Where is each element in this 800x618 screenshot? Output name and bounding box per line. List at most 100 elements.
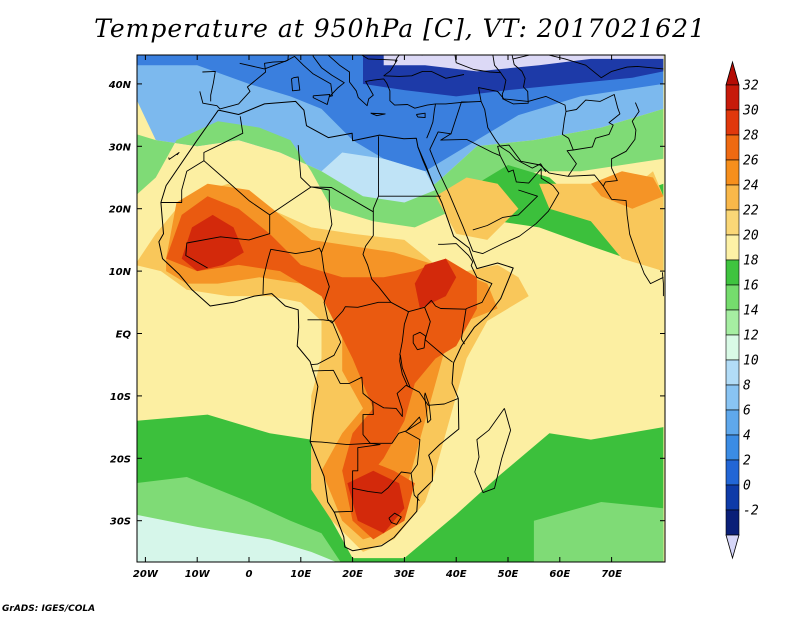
field-arabia-lightorange (435, 177, 519, 240)
colorbar-level-label: 26 (743, 154, 759, 169)
colorbar-level-label: 22 (743, 204, 759, 219)
border-italy-north (289, 40, 320, 47)
border-south-africa-lesotho (388, 512, 402, 525)
border-angola-namibia (310, 441, 381, 513)
lat-label: 10S (110, 392, 131, 403)
coastline-red-sea-west (417, 146, 434, 186)
colorbar-level-label: 18 (743, 254, 759, 269)
colorbar-level-label: 24 (743, 179, 759, 194)
border-ethiopia (438, 243, 493, 310)
axis-ticks (137, 55, 665, 562)
coastline-italy-islands (291, 76, 301, 92)
lat-label: EQ (116, 330, 132, 341)
colorbar-swatch (725, 134, 740, 161)
coastline-cyprus (415, 112, 426, 119)
lon-label: 50E (498, 569, 519, 580)
coastline-sicily (312, 94, 331, 105)
coastline-arabia (429, 144, 664, 285)
lon-label: 0 (246, 569, 253, 580)
lat-label: 10N (109, 267, 132, 278)
colorbar-level-label: 32 (742, 79, 759, 94)
lon-label: 10E (290, 569, 311, 580)
lake-victoria (412, 331, 427, 351)
field-north-lightgreen (137, 108, 664, 228)
border-caucasus (454, 55, 501, 74)
colorbar-level-label: 8 (743, 379, 751, 394)
colorbar-level-label: 28 (743, 129, 759, 144)
longitude-axis: 20W 10W 0 10E 20E 30E 40E 50E 60E 70E (133, 569, 622, 580)
colorbar-swatch (725, 234, 740, 261)
colorbar-level-label: 0 (743, 479, 751, 494)
border-india-pakistan (602, 102, 640, 187)
border-botswana-sa (352, 471, 412, 494)
colorbar-level-label: 12 (743, 329, 759, 344)
colorbar-swatch (725, 334, 740, 361)
colorbar-level-label: 6 (743, 404, 751, 419)
colorbar-swatch (725, 159, 740, 186)
colorbar-swatch (725, 109, 740, 136)
colorbar-swatch (725, 484, 740, 511)
lat-label: 20N (109, 205, 132, 216)
temperature-field (137, 55, 665, 562)
grads-credit: GrADS: IGES/COLA (2, 604, 96, 614)
border-east-africa (424, 307, 453, 363)
colorbar-swatch (725, 384, 740, 411)
border-arabia (440, 133, 501, 157)
border-central-asia (513, 55, 664, 79)
border-congo (307, 319, 342, 366)
border-chad-sudan (362, 211, 467, 313)
colorbar-level-label: 14 (743, 304, 759, 319)
coastline-canaries (168, 152, 180, 160)
colorbar-level-label: 2 (743, 454, 751, 469)
lon-label: 30E (394, 569, 415, 580)
coastline-crete (370, 112, 386, 117)
lat-label: 40N (108, 80, 132, 91)
colorbar-level-label: 20 (743, 229, 759, 244)
colorbar-level-label: 16 (743, 279, 759, 294)
colorbar-level-label: -2 (743, 504, 759, 519)
coastline-mediterranean-north (199, 55, 436, 139)
colorbar-level-label: 10 (743, 354, 759, 369)
border-france (239, 55, 289, 70)
lat-label: 30N (109, 142, 132, 153)
colorbar-swatch (725, 409, 740, 436)
border-sahara (203, 116, 244, 161)
lon-label: 20W (133, 569, 159, 580)
border-afghanistan-pakistan (565, 94, 621, 151)
lon-label: 10W (185, 569, 211, 580)
border-drc-east (399, 311, 409, 356)
latitude-axis: 40N 30N 20N 10N EQ 10S 20S 30S (108, 80, 132, 528)
colorbar-swatch (725, 184, 740, 211)
colorbar-bottom-arrow (725, 534, 740, 560)
field-red (181, 214, 244, 272)
lat-label: 30S (110, 517, 131, 528)
colorbar-swatch (725, 459, 740, 486)
border-central-africa (321, 252, 391, 324)
coastlines-borders (158, 40, 664, 552)
colorbar-level-label: 30 (742, 104, 759, 119)
colorbar-top-arrow (725, 60, 740, 86)
border-mozambique (405, 431, 421, 502)
colorbar-swatch (725, 434, 740, 461)
border-turkey-syria (435, 101, 469, 105)
colorbar-swatch (725, 259, 740, 286)
field-north-lavender (383, 55, 664, 72)
lon-label: 20E (342, 569, 363, 580)
border-tanzania-south (405, 384, 459, 406)
border-europe-balkans (360, 55, 398, 77)
colorbar-swatch (725, 309, 740, 336)
field-redorange (166, 196, 477, 484)
colorbar-level-label: 4 (743, 429, 751, 444)
field-east-ocean-lightgreen (533, 502, 664, 562)
border-algeria-libya (297, 136, 379, 213)
coastline-sri-lanka (661, 272, 664, 297)
border-zambia-zimbabwe (362, 401, 422, 444)
colorbar-swatch (725, 209, 740, 236)
plot-frame (136, 54, 666, 563)
coastline-persian-gulf (500, 146, 547, 173)
lon-label: 70E (601, 569, 622, 580)
lat-label: 20S (110, 454, 131, 465)
lon-label: 60E (549, 569, 570, 580)
